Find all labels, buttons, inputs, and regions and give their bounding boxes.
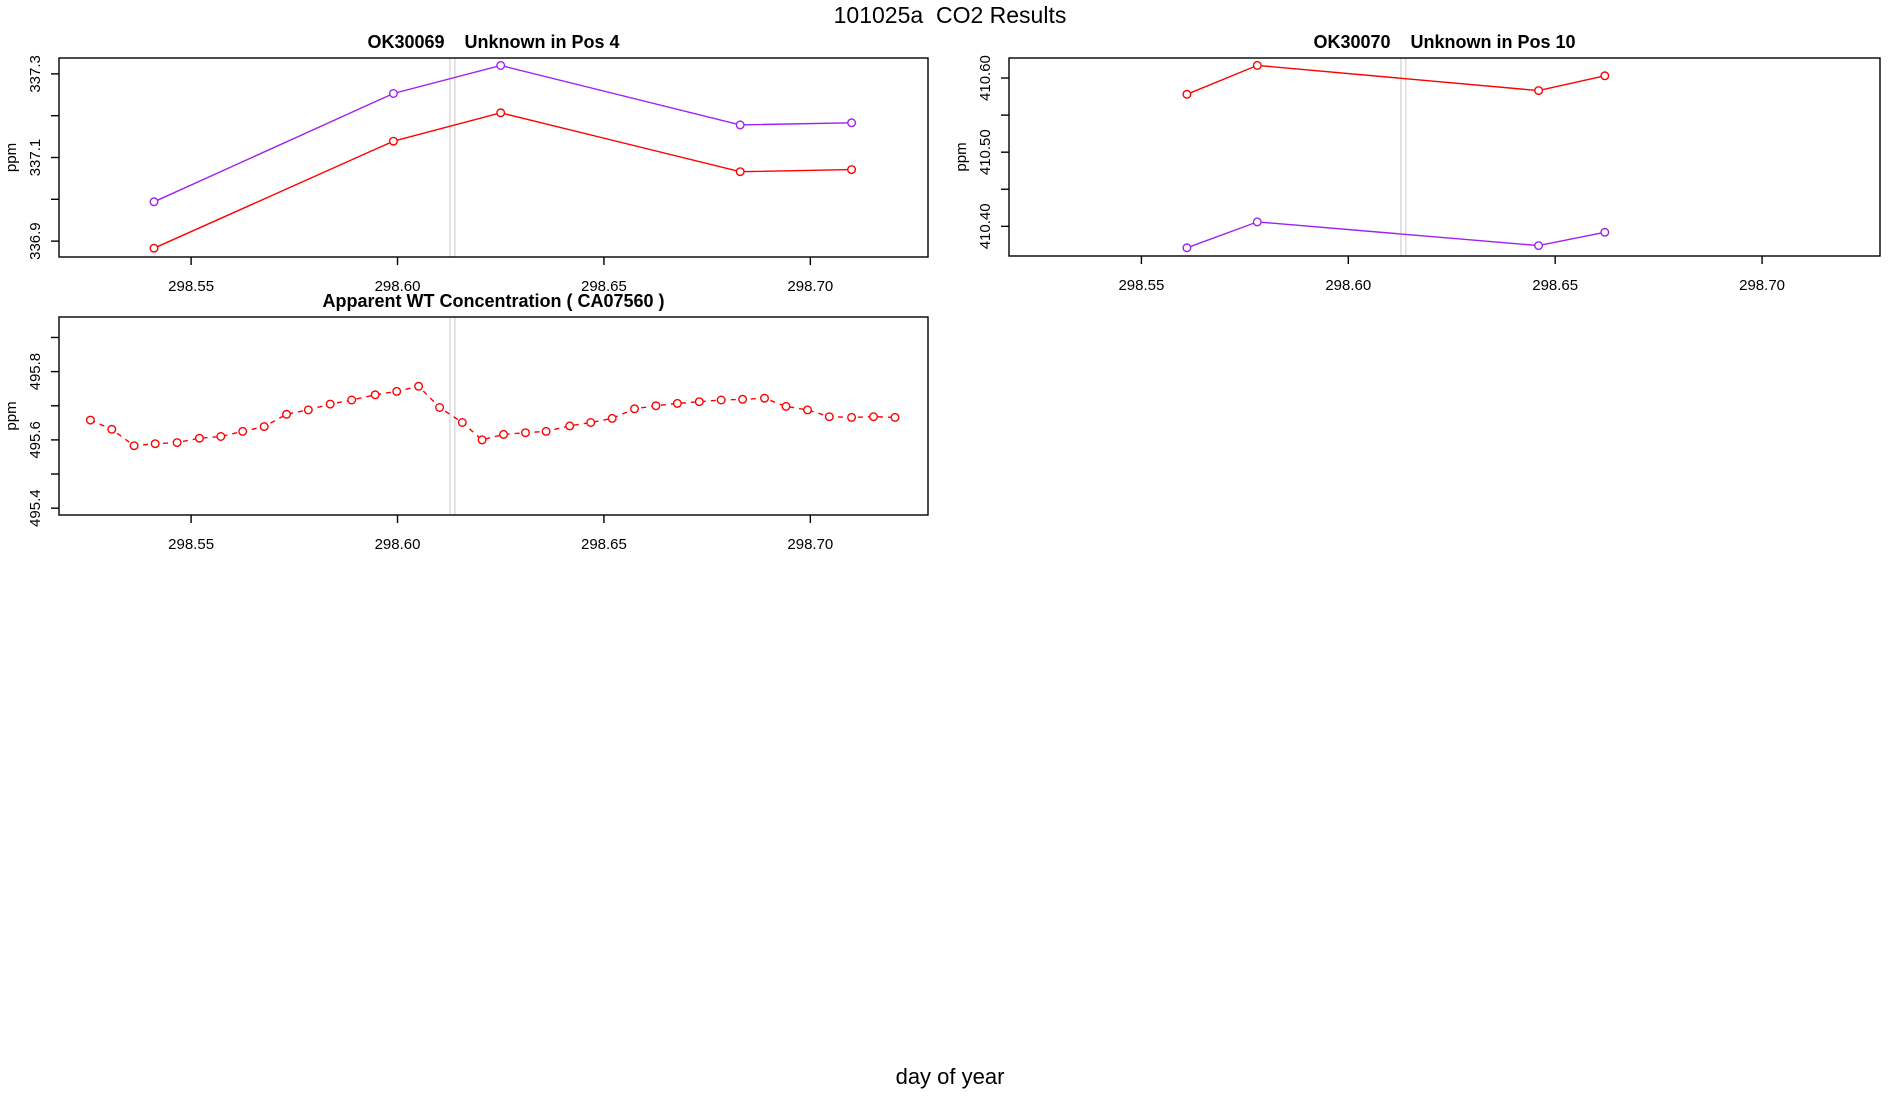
data-point-red-dashed: [651, 401, 661, 411]
data-point-red-dashed: [672, 398, 682, 408]
data-point-purple: [1600, 227, 1610, 237]
data-point-red-dashed: [216, 432, 226, 442]
data-point-red-dashed: [477, 435, 487, 445]
data-point-purple: [1534, 241, 1544, 251]
data-point-red-dashed: [824, 412, 834, 422]
data-point-purple: [149, 197, 159, 207]
data-point-red: [1182, 89, 1192, 99]
y-tick-label: 337.3: [27, 55, 44, 93]
data-point-red-dashed: [347, 395, 357, 405]
data-point-red-dashed: [694, 397, 704, 407]
data-point-red: [1252, 60, 1262, 70]
chart-title: Apparent WT Concentration ( CA07560 ): [322, 291, 664, 311]
data-point-red-dashed: [738, 394, 748, 404]
y-tick-label: 410.40: [977, 203, 994, 249]
data-point-purple: [735, 120, 745, 130]
x-tick-label: 298.55: [168, 278, 214, 295]
x-tick-label: 298.70: [1739, 277, 1785, 294]
x-tick-label: 298.65: [581, 278, 627, 295]
data-point-purple: [496, 61, 506, 71]
x-tick-label: 298.55: [168, 536, 214, 553]
data-point-red-dashed: [303, 405, 313, 415]
series-line-red: [1186, 64, 1605, 95]
data-point-red-dashed: [890, 412, 900, 422]
data-point-red-dashed: [238, 426, 248, 436]
plot-box: [1008, 57, 1881, 257]
data-point-red-dashed: [392, 386, 402, 396]
data-point-red-dashed: [325, 399, 335, 409]
x-tick-label: 298.70: [787, 278, 833, 295]
data-point-red-dashed: [630, 404, 640, 414]
data-point-red: [847, 165, 857, 175]
data-point-red: [1534, 86, 1544, 96]
y-tick-label: 495.4: [27, 489, 44, 527]
data-point-red: [1600, 71, 1610, 81]
y-tick-label: 410.50: [977, 129, 994, 175]
x-tick-label: 298.55: [1118, 277, 1164, 294]
data-point-red-dashed: [760, 393, 770, 403]
data-point-red-dashed: [107, 424, 117, 434]
chart-ok30069: OK30069 Unknown in Pos 4 298.55 298.60 298.…: [3, 32, 929, 295]
y-tick-label: 495.6: [27, 421, 44, 459]
data-point-purple: [847, 118, 857, 128]
data-point-red-dashed: [370, 390, 380, 400]
data-point-red-dashed: [259, 422, 269, 432]
data-point-purple: [388, 88, 398, 98]
y-axis-label: ppm: [3, 143, 20, 172]
series-line-red-dashed: [90, 385, 896, 447]
data-point-red-dashed: [457, 418, 467, 428]
data-point-purple: [1252, 217, 1262, 227]
y-axis-label: ppm: [3, 401, 20, 430]
data-point-red-dashed: [781, 401, 791, 411]
x-tick-label: 298.60: [375, 278, 421, 295]
x-tick-label: 298.60: [1325, 277, 1371, 294]
data-point-red-dashed: [541, 426, 551, 436]
data-point-red-dashed: [716, 395, 726, 405]
data-point-red-dashed: [565, 421, 575, 431]
data-point-red-dashed: [521, 428, 531, 438]
data-point-red-dashed: [847, 412, 857, 422]
data-point-red-dashed: [869, 412, 879, 422]
x-tick-label: 298.70: [787, 536, 833, 553]
y-tick-label: 495.8: [27, 353, 44, 391]
x-tick-label: 298.60: [375, 536, 421, 553]
data-point-red-dashed: [435, 403, 445, 413]
y-tick-label: 337.1: [27, 139, 44, 177]
data-point-red-dashed: [499, 429, 509, 439]
data-point-red: [735, 167, 745, 177]
data-point-red-dashed: [607, 413, 617, 423]
data-point-red-dashed: [586, 418, 596, 428]
x-tick-label: 298.65: [1532, 277, 1578, 294]
x-tick-label: 298.65: [581, 536, 627, 553]
data-point-red-dashed: [150, 439, 160, 449]
y-tick-label: 410.60: [977, 55, 994, 101]
data-point-red-dashed: [85, 415, 95, 425]
x-axis-title: day of year: [895, 1064, 1005, 1089]
chart-title: OK30070 Unknown in Pos 10: [1313, 32, 1575, 52]
figure-title: 101025a CO2 Results: [833, 2, 1067, 28]
chart-ok30070: OK30070 Unknown in Pos 10 298.55 298.60 298…: [953, 32, 1881, 294]
series-line-purple: [1186, 221, 1605, 249]
plot-box: [58, 316, 929, 516]
data-point-red-dashed: [172, 438, 182, 448]
plot-box: [58, 57, 929, 258]
y-tick-label: 336.9: [27, 222, 44, 260]
chart-title: OK30069 Unknown in Pos 4: [367, 32, 619, 52]
data-point-red: [388, 136, 398, 146]
data-point-red: [496, 108, 506, 118]
data-point-red-dashed: [803, 405, 813, 415]
y-axis-label: ppm: [953, 142, 970, 171]
series-line-purple: [153, 64, 852, 203]
data-point-purple: [1182, 243, 1192, 253]
data-point-red-dashed: [129, 441, 139, 451]
data-point-red-dashed: [282, 409, 292, 419]
series-line-red: [153, 112, 852, 249]
data-point-red-dashed: [414, 381, 424, 391]
data-point-red-dashed: [194, 433, 204, 443]
chart-apparent-wt-concentration: Apparent WT Concentration ( CA07560 ) 298…: [3, 291, 929, 553]
data-point-red: [149, 243, 159, 253]
